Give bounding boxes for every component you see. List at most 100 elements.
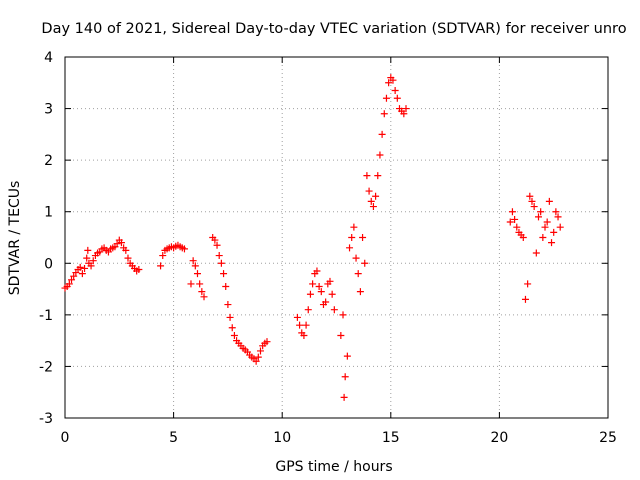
data-point <box>252 357 260 365</box>
data-point <box>228 324 236 332</box>
data-point <box>224 301 232 309</box>
data-point <box>346 244 354 252</box>
data-point <box>135 265 143 273</box>
data-point <box>545 197 553 205</box>
data-point <box>263 338 271 346</box>
x-axis-label: GPS time / hours <box>275 459 392 475</box>
data-point <box>539 234 547 241</box>
data-point <box>365 187 373 195</box>
data-point <box>217 259 225 267</box>
data-point <box>309 280 317 288</box>
data-point <box>300 331 308 339</box>
data-point <box>70 272 78 280</box>
data-point <box>369 203 377 211</box>
data-point <box>215 252 223 260</box>
data-point <box>124 254 132 262</box>
plot-frame <box>64 56 609 419</box>
data-point <box>548 239 556 247</box>
data-point <box>189 257 197 265</box>
data-point <box>352 254 360 262</box>
y-tick-label: 2 <box>44 153 53 169</box>
data-point <box>220 270 228 278</box>
data-point <box>113 240 121 248</box>
data-point <box>341 373 349 381</box>
data-point <box>524 280 532 288</box>
data-point <box>541 223 549 231</box>
x-tick-label: 5 <box>169 430 178 446</box>
data-point <box>532 249 540 257</box>
data-point <box>330 306 338 314</box>
axis-ticks: 0 5 10 15 20 25 -3 -2 -1 0 1 2 3 4 <box>39 50 617 446</box>
data-point <box>230 331 238 339</box>
x-tick-label: 0 <box>61 430 70 446</box>
data-point <box>117 239 125 247</box>
data-point <box>537 208 545 216</box>
data-point <box>526 192 534 200</box>
data-point <box>348 234 356 241</box>
data-point <box>508 208 516 216</box>
data-point <box>339 311 347 319</box>
data-point <box>296 321 304 329</box>
data-point <box>65 280 73 288</box>
data-point <box>317 288 325 296</box>
data-point <box>374 172 382 180</box>
data-point <box>68 276 76 284</box>
y-tick-label: -1 <box>39 308 53 324</box>
data-point <box>380 110 388 118</box>
data-point <box>76 263 84 271</box>
data-point <box>361 259 369 267</box>
data-point <box>89 257 97 265</box>
data-point <box>180 245 188 253</box>
data-point <box>87 262 95 270</box>
data-point <box>328 290 336 298</box>
data-point <box>256 347 264 355</box>
data-series <box>61 74 564 401</box>
data-point <box>78 270 86 278</box>
y-tick-label: 1 <box>44 205 53 221</box>
data-point <box>402 105 410 113</box>
data-point <box>378 130 386 138</box>
data-point <box>222 282 230 290</box>
data-point <box>159 252 167 260</box>
y-tick-label: 0 <box>44 256 53 272</box>
data-point <box>187 280 195 288</box>
data-point <box>376 151 384 159</box>
data-point <box>326 277 334 285</box>
data-point <box>556 223 564 231</box>
data-point <box>534 213 542 221</box>
data-point <box>313 267 321 275</box>
grid-lines <box>65 57 608 418</box>
data-point <box>193 270 201 278</box>
data-point <box>554 213 562 221</box>
data-point <box>519 234 527 241</box>
data-point <box>521 295 529 303</box>
data-point <box>83 254 91 262</box>
x-tick-label: 15 <box>382 430 400 446</box>
data-point <box>393 94 401 102</box>
data-point <box>385 79 393 87</box>
data-point <box>304 306 312 314</box>
data-point <box>354 270 362 278</box>
data-point <box>389 76 397 84</box>
data-point <box>254 353 262 361</box>
data-point <box>213 241 221 249</box>
data-point <box>382 94 390 102</box>
x-tick-label: 25 <box>599 430 617 446</box>
x-tick-label: 10 <box>273 430 291 446</box>
data-point <box>528 197 536 205</box>
data-point <box>400 110 408 118</box>
y-tick-label: 4 <box>44 50 53 66</box>
data-point <box>226 313 234 321</box>
data-point <box>198 288 206 296</box>
data-point <box>356 288 364 296</box>
data-point <box>506 218 514 226</box>
data-point <box>211 236 219 244</box>
data-point <box>513 223 521 231</box>
data-point <box>359 234 367 241</box>
y-axis-label: SDTVAR / TECUs <box>7 181 23 296</box>
data-point <box>293 313 301 321</box>
y-tick-label: -2 <box>39 359 53 375</box>
data-point <box>367 197 375 205</box>
